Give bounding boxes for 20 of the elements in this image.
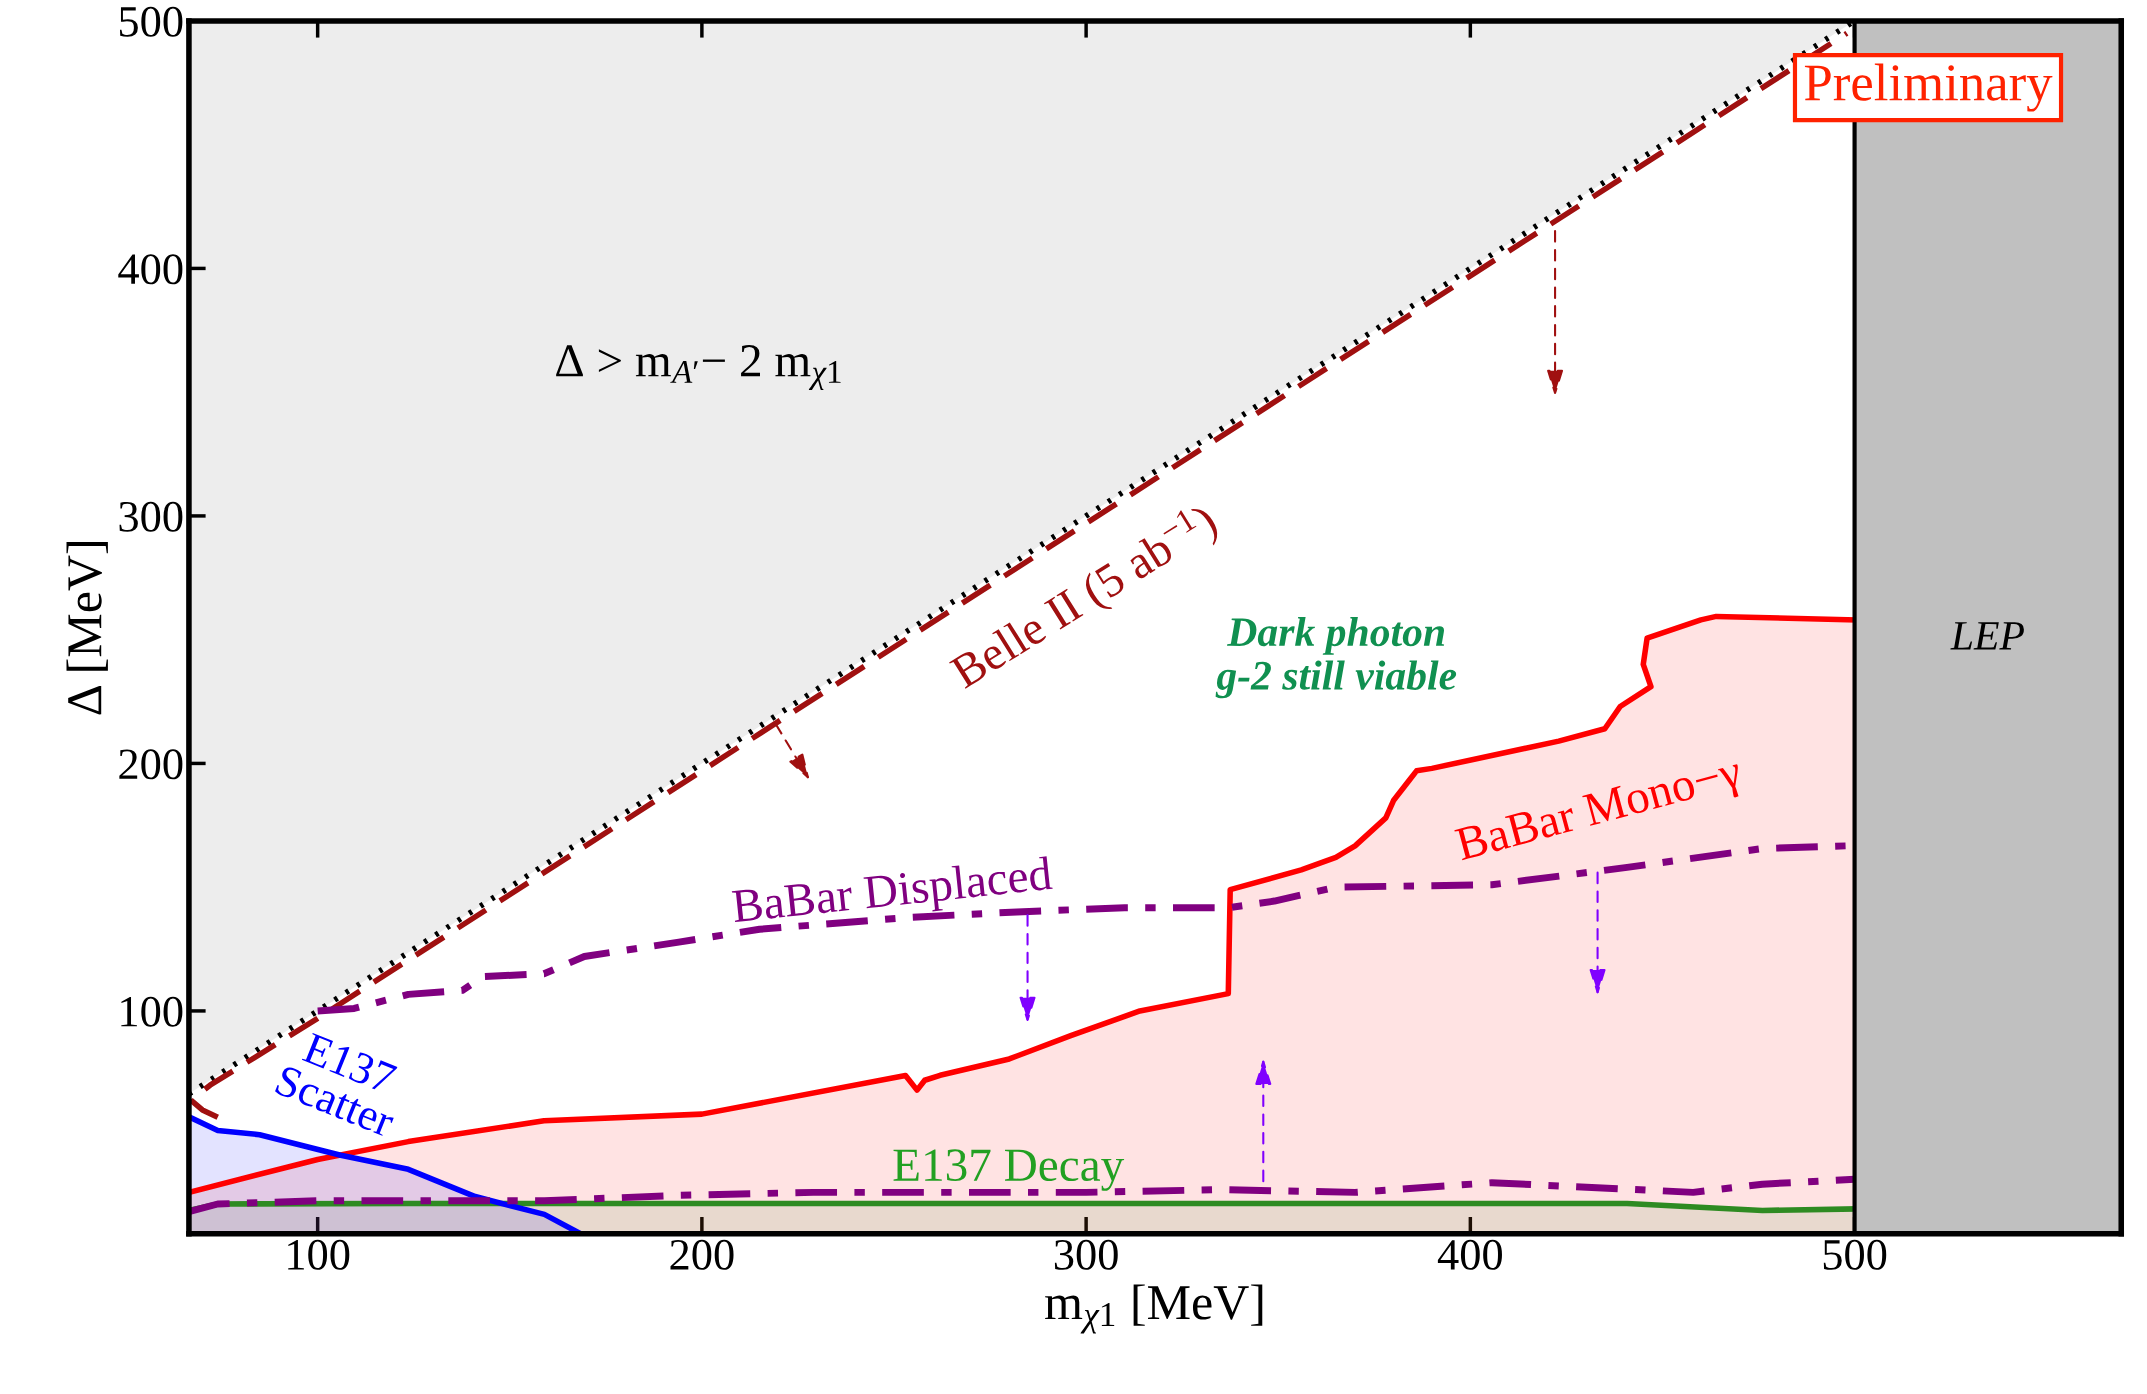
annotation: Δ > m$_{A′}$− 2 m$_{χ1}$: [556, 345, 841, 390]
y-tick-label: 300: [119, 501, 183, 532]
annotation: Dark photon g-2 still viable: [1215, 616, 1457, 699]
x-tick-label: 500: [1823, 1239, 1887, 1270]
y-tick-label: 500: [119, 6, 183, 37]
annotation: E137 Scatter: [274, 1032, 398, 1138]
band-label: LEP: [1950, 622, 2024, 650]
x-tick-label: 200: [670, 1239, 734, 1270]
y-axis-title: Δ [MeV]: [66, 542, 108, 715]
y-tick-label: 400: [118, 254, 183, 285]
x-tick-label: 100: [288, 1239, 350, 1270]
y-tick-label: 200: [119, 749, 183, 780]
y-tick-label: 100: [121, 996, 183, 1027]
annotation: Preliminary: [1804, 63, 2053, 112]
annotation: E137 Decay: [893, 1149, 1125, 1191]
x-axis-title: m$_{χ1}$ [MeV]: [1045, 1284, 1263, 1334]
x-tick-label: 400: [1437, 1239, 1502, 1270]
x-tick-label: 300: [1054, 1239, 1118, 1270]
annotation: BaBar Mono−γ: [1454, 755, 1746, 870]
annotation: BaBar Displaced: [731, 856, 1054, 933]
